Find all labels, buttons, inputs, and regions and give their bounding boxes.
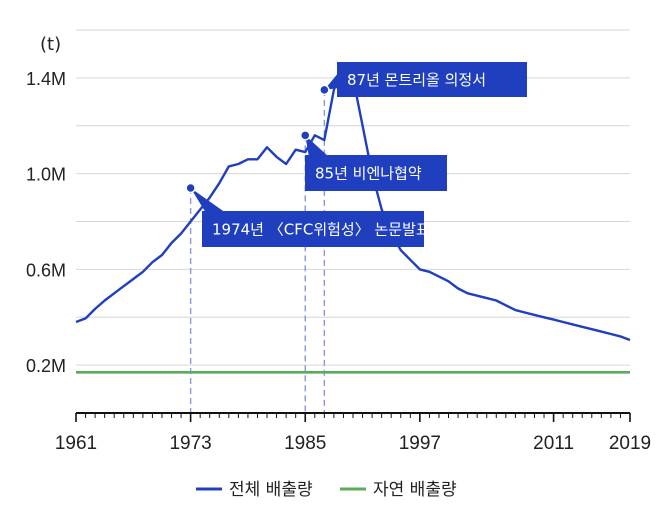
legend-label: 자연 배출량 [373, 480, 457, 500]
annotation-marker [299, 130, 311, 141]
y-tick-label: 0.6M [26, 260, 66, 280]
annotation-callout-1: 85년 비엔나협약 [299, 130, 447, 191]
x-tick-label: 2011 [533, 433, 574, 454]
annotation-callout-2: 87년 몬트리올 의정서 [319, 62, 527, 97]
x-tick-label: 1985 [284, 433, 326, 454]
series-line-total [75, 62, 631, 342]
annotation-marker [319, 84, 330, 96]
legend-item-natural: 자연 배출량 [340, 480, 457, 500]
y-tick-label: 1.0M [26, 165, 66, 185]
callout-box [202, 211, 424, 247]
y-tick-labels: 0.2M 0.6M 1.0M 1.4M [26, 69, 66, 376]
callout-pointer [305, 135, 329, 157]
callout-box [305, 155, 447, 191]
callout-text: 1974년 〈CFC위험성〉 논문발표 [212, 221, 430, 239]
callout-pointer [190, 187, 226, 213]
x-tick-label: 1973 [169, 433, 211, 454]
y-tick-label: 1.4M [26, 69, 66, 89]
callout-pointer [324, 72, 339, 90]
y-axis-unit: (t) [40, 34, 61, 55]
callout-text: 85년 비엔나협약 [315, 165, 422, 183]
x-tick-label: 1961 [55, 433, 97, 454]
callout-text: 87년 몬트리올 의정서 [347, 71, 486, 89]
x-tick-label: 2019 [609, 433, 651, 454]
annotation-guide-lines [189, 89, 326, 413]
callout-box [337, 62, 527, 97]
annotation-callout-0: 1974년 〈CFC위험성〉 논문발표 [185, 182, 430, 247]
x-tick-label: 1997 [399, 433, 441, 454]
annotation-callouts: 1974년 〈CFC위험성〉 논문발표 85년 비엔나협약 87년 몬트리올 의정서 [185, 62, 527, 247]
annotation-marker [185, 182, 196, 194]
y-tick-label: 0.2M [26, 356, 66, 376]
legend: 전체 배출량 자연 배출량 [196, 480, 457, 500]
legend-label: 전체 배출량 [229, 480, 313, 500]
x-axis: 1961 1973 1985 1997 2011 2019 [55, 412, 651, 454]
legend-item-total: 전체 배출량 [196, 480, 313, 500]
